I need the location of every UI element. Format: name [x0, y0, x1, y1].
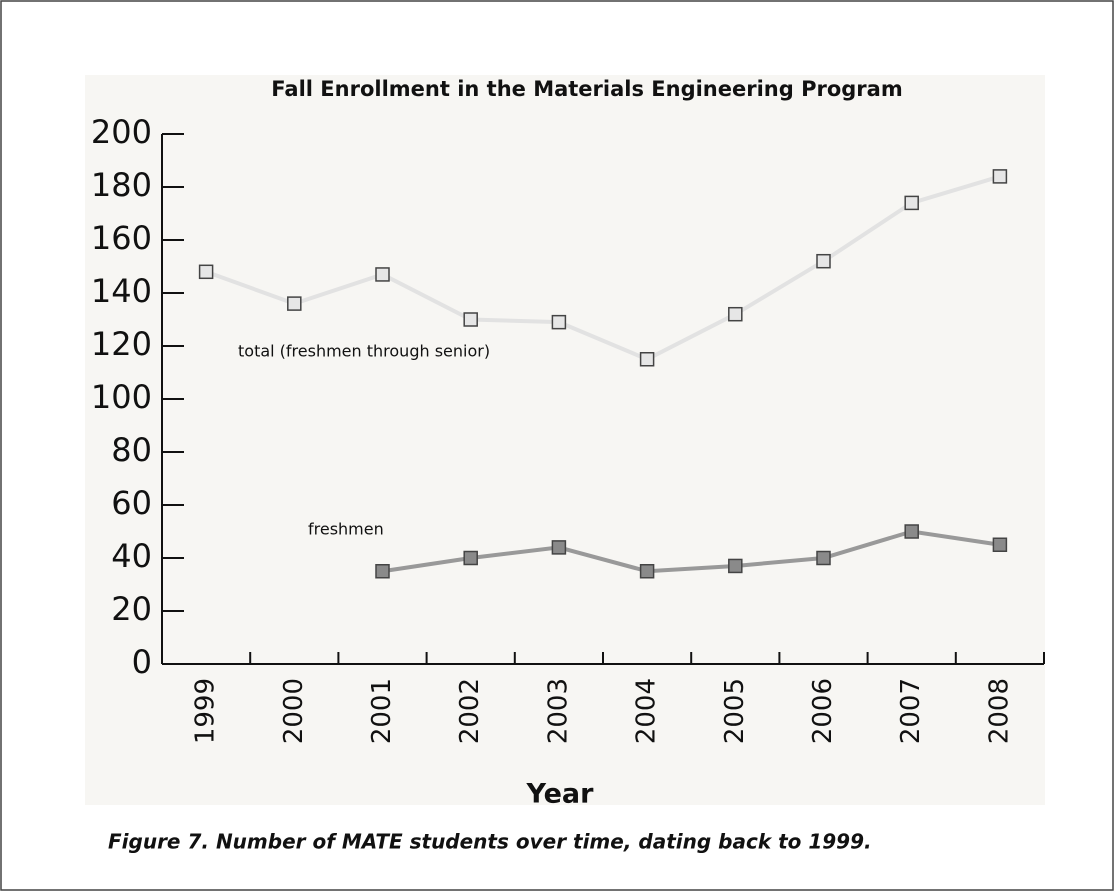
marker: [639, 352, 655, 367]
y-tick-label: 200: [91, 113, 152, 151]
caption: Figure 7. Number of MATE students over t…: [108, 830, 872, 854]
y-tick-label: 80: [111, 431, 152, 469]
series-label: total (freshmen through senior): [238, 342, 490, 361]
x-axis-label: Year: [526, 779, 595, 810]
y-tick-label: 160: [91, 219, 152, 257]
marker: [816, 253, 831, 269]
marker: [639, 564, 655, 579]
marker: [551, 314, 567, 330]
y-tick-label: 180: [91, 166, 152, 204]
y-tick-label: 0: [132, 643, 152, 681]
marker: [463, 550, 478, 566]
chart-title: Fall Enrollment in the Materials Enginee…: [271, 77, 902, 101]
marker: [375, 267, 390, 282]
marker: [287, 296, 302, 311]
marker: [198, 264, 214, 280]
marker: [375, 564, 390, 579]
chart-background: [85, 75, 1045, 805]
y-tick-label: 120: [91, 325, 152, 363]
x-tick-label: 2008: [984, 678, 1014, 744]
marker: [816, 550, 831, 566]
marker: [992, 169, 1008, 184]
series-line: [382, 529, 1001, 574]
marker: [728, 558, 743, 574]
x-tick-label: 2006: [808, 678, 838, 744]
x-tick-label: 2007: [896, 678, 926, 744]
x-tick-label: 2004: [632, 678, 662, 744]
marker: [904, 524, 919, 539]
series-line: [205, 174, 1001, 362]
x-tick-label: 1999: [191, 678, 221, 744]
marker: [463, 312, 478, 327]
series-label: freshmen: [308, 520, 384, 539]
x-tick-label: 2000: [279, 678, 309, 744]
y-tick-label: 140: [91, 272, 152, 310]
x-tick-label: 2001: [367, 678, 397, 744]
marker: [728, 306, 743, 322]
y-tick-label: 100: [91, 378, 152, 416]
x-tick-label: 2002: [455, 678, 485, 744]
marker: [992, 537, 1008, 552]
y-tick-label: 20: [111, 590, 152, 628]
marker: [904, 195, 919, 211]
y-tick-label: 60: [111, 484, 152, 522]
x-tick-label: 2003: [543, 678, 573, 744]
x-tick-label: 2005: [720, 678, 750, 744]
marker: [551, 540, 567, 555]
y-tick-label: 40: [111, 537, 152, 575]
